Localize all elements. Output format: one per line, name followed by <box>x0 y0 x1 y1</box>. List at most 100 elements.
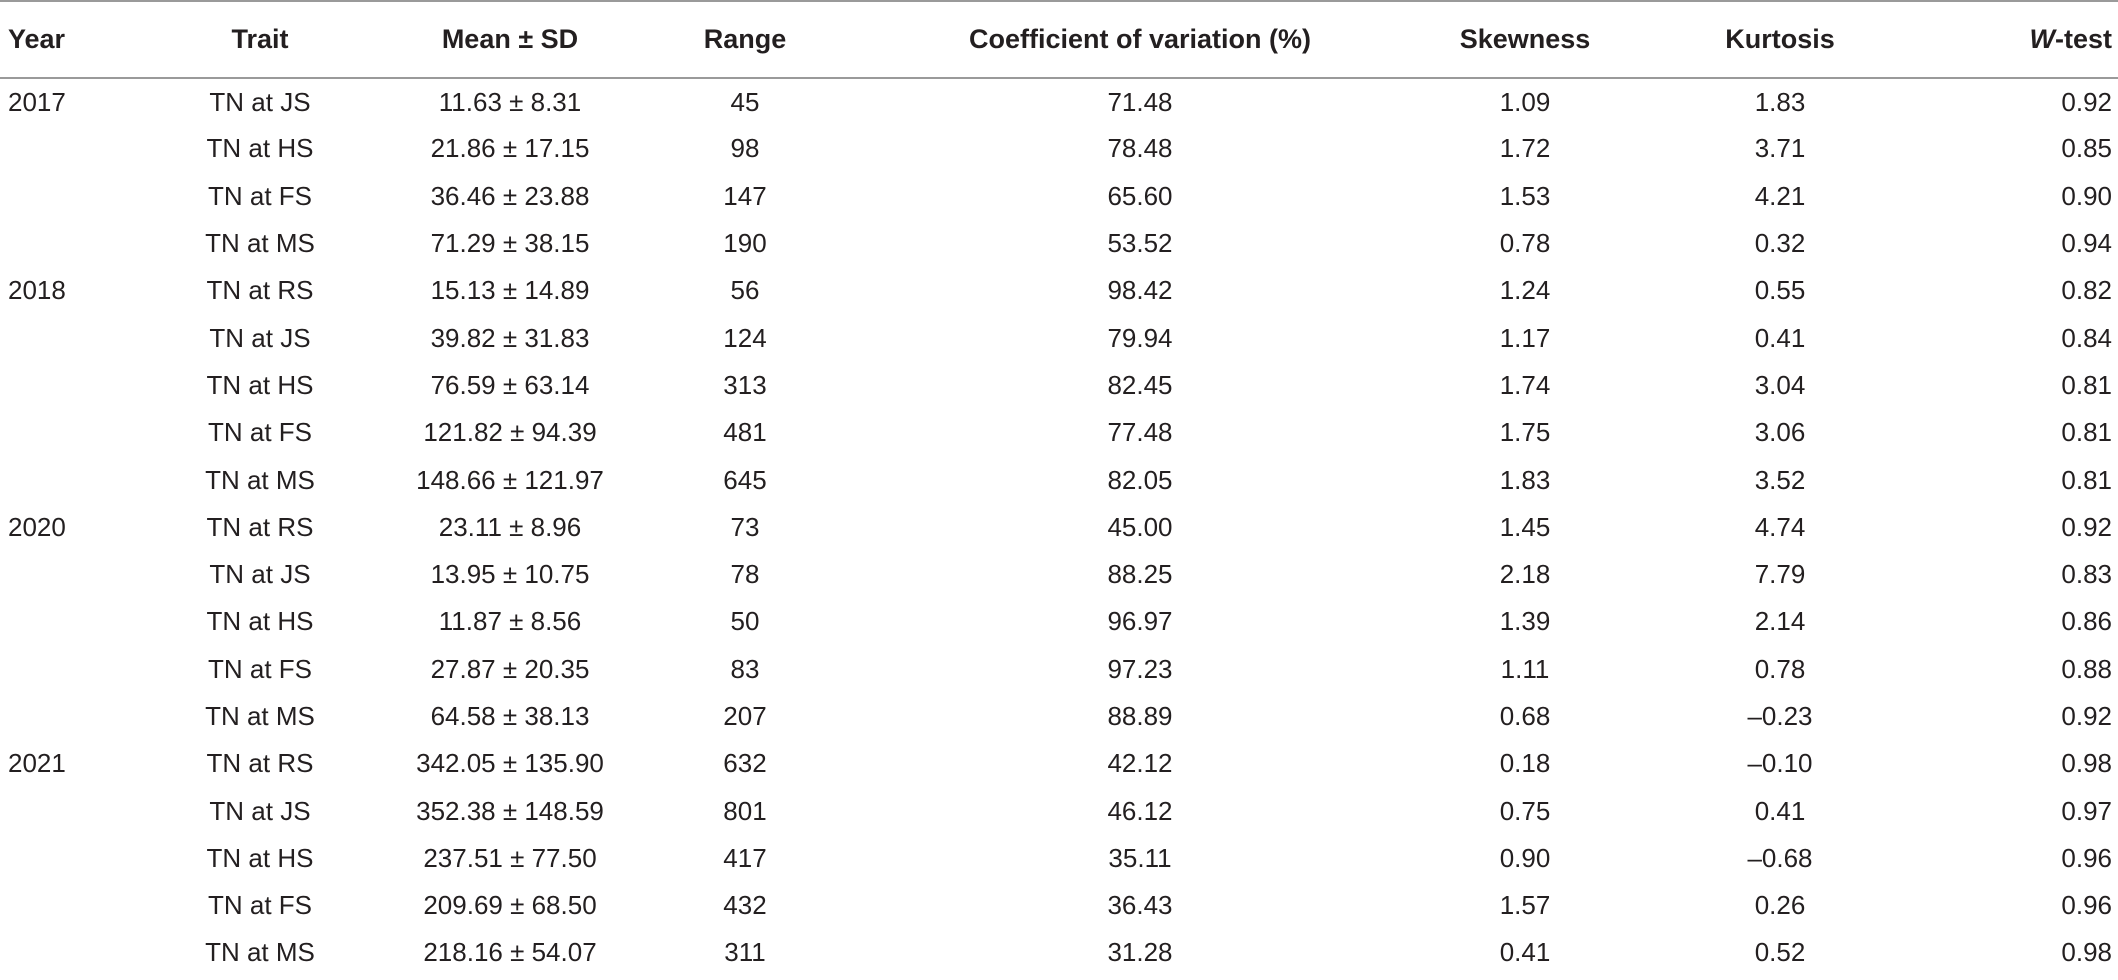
cell-year: 2020 <box>8 511 66 542</box>
cell-year <box>0 882 110 929</box>
table-row: TN at FS 27.87 ± 20.35 83 97.23 1.11 0.78 0.88 <box>0 646 2118 693</box>
cell-range: 801 <box>723 795 767 826</box>
cell-trait: TN at MS <box>205 228 315 259</box>
cell-range: 190 <box>723 228 767 259</box>
cell-coefficient-of-variation: 65.60 <box>1107 180 1173 211</box>
table-row: TN at FS 36.46 ± 23.88 147 65.60 1.53 4.21 0.9… <box>0 173 2118 220</box>
cell-mean-sd: 11.63 ± 8.31 <box>438 86 582 117</box>
cell-coefficient-of-variation: 42.12 <box>1107 748 1173 779</box>
cell-year <box>0 125 110 172</box>
cell-range: 632 <box>723 748 767 779</box>
cell-kurtosis: 3.06 <box>1754 417 1806 448</box>
header-year: Year <box>0 0 110 79</box>
cell-coefficient-of-variation: 78.48 <box>1107 133 1173 164</box>
cell-coefficient-of-variation: 71.48 <box>1107 86 1173 117</box>
cell-skewness: 0.78 <box>1499 228 1551 259</box>
cell-w-test: 0.94 <box>2061 228 2112 259</box>
cell-w-test: 0.92 <box>2061 511 2112 542</box>
cell-year <box>0 693 110 740</box>
cell-coefficient-of-variation: 36.43 <box>1107 890 1173 921</box>
cell-mean-sd: 11.87 ± 8.56 <box>438 606 582 637</box>
cell-year: 2021 <box>8 748 66 779</box>
cell-kurtosis: 2.14 <box>1754 606 1806 637</box>
cell-trait: TN at JS <box>209 322 311 353</box>
cell-kurtosis: –0.10 <box>1747 748 1813 779</box>
cell-year <box>0 646 110 693</box>
cell-trait: TN at MS <box>205 701 315 731</box>
cell-kurtosis: 4.74 <box>1754 511 1806 542</box>
cell-mean-sd: 39.82 ± 31.83 <box>430 322 590 353</box>
cell-year <box>0 787 110 834</box>
cell-skewness: 1.39 <box>1499 606 1551 637</box>
cell-skewness: 2.18 <box>1499 559 1551 590</box>
cell-skewness: 0.68 <box>1499 701 1551 731</box>
cell-trait: TN at FS <box>207 180 312 211</box>
cell-w-test: 0.88 <box>2061 653 2112 684</box>
cell-mean-sd: 218.16 ± 54.07 <box>423 937 597 968</box>
cell-coefficient-of-variation: 31.28 <box>1107 937 1173 968</box>
cell-year: 2017 <box>8 86 66 117</box>
cell-mean-sd: 352.38 ± 148.59 <box>416 795 604 826</box>
cell-year <box>0 362 110 409</box>
cell-coefficient-of-variation: 77.48 <box>1107 417 1173 448</box>
cell-w-test: 0.82 <box>2061 275 2112 306</box>
cell-w-test: 0.96 <box>2061 842 2112 873</box>
cell-year <box>0 598 110 645</box>
header-skewness: Skewness <box>1400 0 1650 79</box>
cell-skewness: 1.53 <box>1499 180 1551 211</box>
cell-trait: TN at FS <box>207 890 312 921</box>
table-row: TN at HS 21.86 ± 17.15 98 78.48 1.72 3.71 0.85 <box>0 125 2118 172</box>
table-row: 2018 TN at RS 15.13 ± 14.89 56 98.42 1.24 0.55… <box>0 267 2118 314</box>
table-row: TN at HS 237.51 ± 77.50 417 35.11 0.90 –0.68 0… <box>0 835 2118 882</box>
header-mean-sd: Mean ± SD <box>410 0 610 79</box>
cell-coefficient-of-variation: 82.05 <box>1107 464 1173 495</box>
cell-kurtosis: 7.79 <box>1754 559 1806 590</box>
cell-trait: TN at FS <box>207 417 312 448</box>
cell-kurtosis: –0.68 <box>1747 842 1813 873</box>
cell-kurtosis: 0.78 <box>1754 653 1806 684</box>
cell-skewness: 1.57 <box>1499 890 1551 921</box>
table-row: 2020 TN at RS 23.11 ± 8.96 73 45.00 1.45 4.74 0… <box>0 504 2118 551</box>
cell-w-test: 0.98 <box>2061 937 2112 968</box>
cell-skewness: 1.74 <box>1499 369 1551 400</box>
cell-trait: TN at JS <box>209 795 311 826</box>
cell-skewness: 0.75 <box>1499 795 1551 826</box>
cell-skewness: 0.18 <box>1499 748 1551 779</box>
header-trait: Trait <box>110 0 410 79</box>
cell-year <box>0 220 110 267</box>
cell-w-test: 0.97 <box>2061 795 2112 826</box>
cell-year <box>0 314 110 361</box>
cell-trait: TN at MS <box>205 937 315 968</box>
cell-year <box>0 835 110 882</box>
table-row: 2021 TN at RS 342.05 ± 135.90 632 42.12 0.18 –… <box>0 740 2118 787</box>
cell-w-test: 0.98 <box>2061 748 2112 779</box>
header-w-test-suffix: -test <box>2054 24 2112 54</box>
table-row: 2017 TN at JS 11.63 ± 8.31 45 71.48 1.09 1.83 0… <box>0 78 2118 125</box>
cell-mean-sd: 21.86 ± 17.15 <box>430 133 590 164</box>
table-row: TN at MS 71.29 ± 38.15 190 53.52 0.78 0.32 0.9… <box>0 220 2118 267</box>
header-w-test-w: W <box>2029 24 2055 54</box>
cell-mean-sd: 342.05 ± 135.90 <box>416 748 604 779</box>
cell-w-test: 0.81 <box>2061 417 2112 448</box>
cell-w-test: 0.85 <box>2061 133 2112 164</box>
cell-skewness: 1.09 <box>1499 86 1551 117</box>
table-row: TN at HS 76.59 ± 63.14 313 82.45 1.74 3.04 0.8… <box>0 362 2118 409</box>
header-range: Range <box>610 0 880 79</box>
cell-range: 56 <box>730 275 760 306</box>
cell-trait: TN at RS <box>206 275 314 306</box>
header-coefficient-of-variation: Coefficient of variation (%) <box>880 0 1400 79</box>
cell-year <box>0 409 110 456</box>
cell-skewness: 1.11 <box>1500 653 1550 684</box>
table-row: TN at FS 209.69 ± 68.50 432 36.43 1.57 0.26 0.… <box>0 882 2118 929</box>
cell-kurtosis: 0.41 <box>1754 795 1806 826</box>
cell-trait: TN at HS <box>206 842 314 873</box>
cell-year <box>0 173 110 220</box>
cell-trait: TN at HS <box>206 133 314 164</box>
cell-coefficient-of-variation: 82.45 <box>1107 369 1173 400</box>
cell-kurtosis: 0.52 <box>1754 937 1806 968</box>
cell-kurtosis: 0.55 <box>1754 275 1806 306</box>
cell-coefficient-of-variation: 88.25 <box>1107 559 1173 590</box>
table-row: TN at JS 39.82 ± 31.83 124 79.94 1.17 0.41 0.8… <box>0 314 2118 361</box>
cell-skewness: 0.90 <box>1499 842 1551 873</box>
cell-coefficient-of-variation: 45.00 <box>1107 511 1173 542</box>
